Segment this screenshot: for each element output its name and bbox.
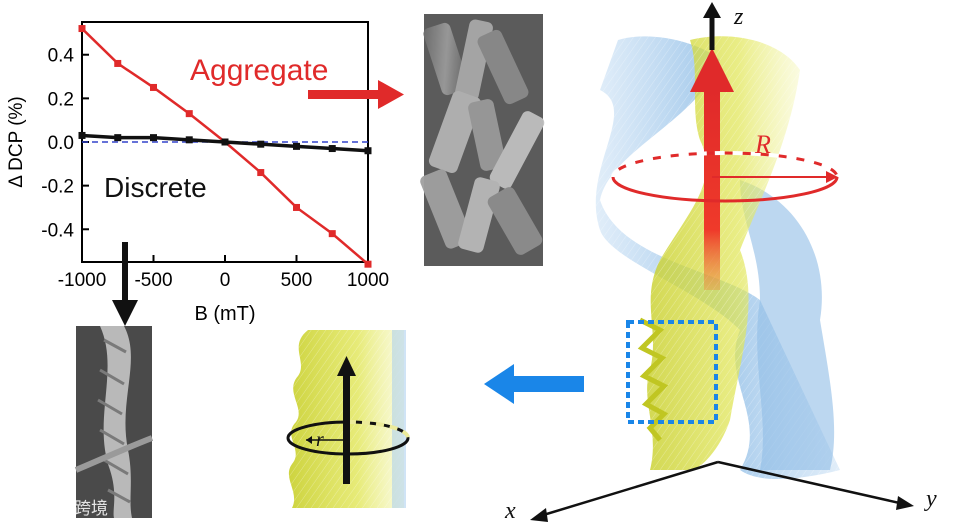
series-layer: [78, 25, 372, 268]
data-point-aggregate: [78, 25, 86, 33]
data-point-aggregate: [150, 83, 157, 91]
sem-image-aggregate: [420, 14, 545, 266]
axis-z-label: z: [733, 4, 744, 30]
data-point-aggregate: [185, 110, 193, 118]
x-tick-label: 0: [220, 270, 231, 291]
y-tick-label: -0.4: [41, 220, 74, 241]
data-point-discrete: [78, 131, 86, 139]
y-tick-label: 0.0: [48, 133, 74, 154]
small-helix: r: [286, 330, 410, 508]
dcp-chart: -1000 -500 0 500 1000 0.4 0.2 0.0 -0.2 -0.4 B (mT…: [6, 21, 389, 325]
x-tick-label: -1000: [58, 270, 107, 291]
data-point-aggregate: [364, 260, 372, 268]
coordinate-axes: z x y: [504, 2, 937, 524]
data-point-discrete: [328, 145, 336, 153]
watermark: 大数跨境: [40, 499, 108, 518]
big-double-helix: [595, 36, 840, 480]
sem-image-discrete: 大数跨境: [12, 326, 154, 518]
data-point-aggregate: [257, 169, 265, 177]
axis-y-label: y: [924, 486, 937, 512]
data-point-aggregate: [328, 230, 336, 238]
axis-x-label: x: [504, 498, 516, 524]
radius-R-label: R: [754, 130, 771, 159]
big-rotation: R: [611, 48, 839, 290]
radius-r-label: r: [316, 429, 324, 451]
y-tick-label: 0.4: [48, 46, 75, 67]
data-point-discrete: [293, 142, 300, 150]
y-tick-label: 0.2: [48, 89, 74, 110]
x-tick-label: 500: [281, 270, 313, 291]
data-point-discrete: [221, 138, 229, 146]
ticks-layer: -1000 -500 0 500 1000 0.4 0.2 0.0 -0.2 -0.4: [41, 46, 389, 291]
data-point-discrete: [257, 140, 265, 148]
red-right-arrow: [308, 80, 404, 109]
data-point-discrete: [185, 136, 193, 144]
watermark-logo-icon: [12, 500, 28, 516]
black-down-arrow: [112, 242, 138, 326]
data-point-discrete: [150, 134, 157, 142]
y-tick-label: -0.2: [41, 177, 74, 198]
zoom-region-box: [626, 320, 718, 424]
x-tick-label: -500: [134, 270, 172, 291]
discrete-label: Discrete: [104, 172, 207, 203]
data-point-discrete: [364, 147, 372, 155]
data-point-aggregate: [114, 59, 122, 67]
y-axis-label: Δ DCP (%): [6, 96, 27, 188]
aggregate-label: Aggregate: [190, 54, 328, 87]
data-point-aggregate: [293, 203, 300, 211]
x-axis-label: B (mT): [194, 303, 255, 325]
blue-left-arrow: [484, 364, 584, 404]
data-point-discrete: [114, 134, 122, 142]
x-tick-label: 1000: [347, 270, 389, 291]
